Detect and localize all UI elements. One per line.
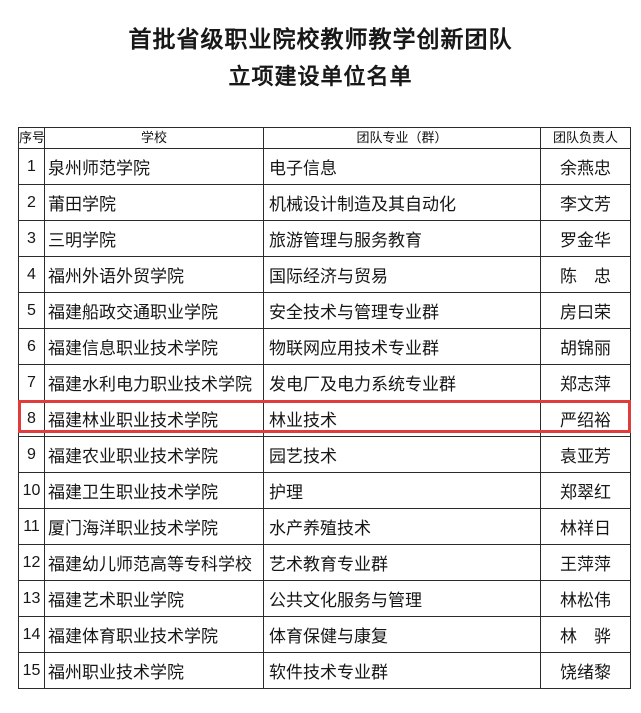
specialty-cell: 电子信息	[263, 148, 541, 185]
specialty-cell: 物联网应用技术专业群	[263, 328, 541, 365]
row-number-cell: 14	[18, 616, 45, 653]
row-number-cell: 1	[18, 148, 45, 185]
row-number-cell: 3	[18, 220, 45, 257]
leader-cell: 胡锦丽	[540, 328, 631, 365]
row-number-cell: 6	[18, 328, 45, 365]
table-row: 6 福建信息职业技术学院 物联网应用技术专业群 胡锦丽	[18, 328, 631, 365]
specialty-cell: 旅游管理与服务教育	[263, 220, 541, 257]
leader-cell: 郑志萍	[540, 364, 631, 401]
leader-cell: 罗金华	[540, 220, 631, 257]
specialty-cell: 软件技术专业群	[263, 652, 541, 689]
specialty-cell: 发电厂及电力系统专业群	[263, 364, 541, 401]
leader-cell: 林松伟	[540, 580, 631, 617]
leader-cell: 王萍萍	[540, 544, 631, 581]
row-number-cell: 12	[18, 544, 45, 581]
specialty-cell: 公共文化服务与管理	[263, 580, 541, 617]
leader-cell: 李文芳	[540, 184, 631, 221]
row-number-cell: 4	[18, 256, 45, 293]
document-title-line2: 立项建设单位名单	[228, 64, 413, 89]
leader-cell: 余燕忠	[540, 148, 631, 185]
table-row: 11 厦门海洋职业技术学院 水产养殖技术 林祥日	[18, 508, 631, 545]
table-row: 14 福建体育职业技术学院 体育保健与康复 林 骅	[18, 616, 631, 653]
leader-cell: 林 骅	[540, 616, 631, 653]
school-cell: 莆田学院	[44, 184, 264, 221]
table-header-row: 序号 学校 团队专业（群） 团队负责人	[18, 127, 631, 149]
specialty-cell: 水产养殖技术	[263, 508, 541, 545]
school-cell: 福州外语外贸学院	[44, 256, 264, 293]
specialty-cell: 艺术教育专业群	[263, 544, 541, 581]
leader-cell: 饶绪黎	[540, 652, 631, 689]
specialty-cell: 园艺技术	[263, 436, 541, 473]
header-team-leader: 团队负责人	[540, 127, 631, 149]
leader-cell: 陈 忠	[540, 256, 631, 293]
table-row: 9 福建农业职业技术学院 园艺技术 袁亚芳	[18, 436, 631, 473]
row-number-cell: 9	[18, 436, 45, 473]
row-number-cell: 5	[18, 292, 45, 329]
row-number-cell: 13	[18, 580, 45, 617]
teams-table: 序号 学校 团队专业（群） 团队负责人 1 泉州师范学院 电子信息 余燕忠 2 …	[18, 127, 631, 689]
school-cell: 福建水利电力职业技术学院	[44, 364, 264, 401]
row-number-cell: 2	[18, 184, 45, 221]
table-row: 4 福州外语外贸学院 国际经济与贸易 陈 忠	[18, 256, 631, 293]
school-cell: 福建船政交通职业学院	[44, 292, 264, 329]
specialty-cell: 林业技术	[263, 400, 541, 437]
table-row: 1 泉州师范学院 电子信息 余燕忠	[18, 148, 631, 185]
table-row: 3 三明学院 旅游管理与服务教育 罗金华	[18, 220, 631, 257]
row-number-cell: 8	[18, 400, 45, 437]
specialty-cell: 机械设计制造及其自动化	[263, 184, 541, 221]
school-cell: 福建体育职业技术学院	[44, 616, 264, 653]
school-cell: 福建幼儿师范高等专科学校	[44, 544, 264, 581]
school-cell: 福建卫生职业技术学院	[44, 472, 264, 509]
header-team-specialty: 团队专业（群）	[263, 127, 541, 149]
table-row: 10 福建卫生职业技术学院 护理 郑翠红	[18, 472, 631, 509]
row-number-cell: 7	[18, 364, 45, 401]
school-cell: 泉州师范学院	[44, 148, 264, 185]
row-number-cell: 10	[18, 472, 45, 509]
school-cell: 福建农业职业技术学院	[44, 436, 264, 473]
school-cell: 福建林业职业技术学院	[44, 400, 264, 437]
table-row: 15 福州职业技术学院 软件技术专业群 饶绪黎	[18, 652, 631, 689]
specialty-cell: 体育保健与康复	[263, 616, 541, 653]
header-seq-no: 序号	[18, 127, 45, 149]
school-cell: 福建艺术职业学院	[44, 580, 264, 617]
leader-cell: 房曰荣	[540, 292, 631, 329]
specialty-cell: 国际经济与贸易	[263, 256, 541, 293]
table-row-highlighted: 8 福建林业职业技术学院 林业技术 严绍裕	[18, 400, 631, 437]
leader-cell: 袁亚芳	[540, 436, 631, 473]
table-row: 12 福建幼儿师范高等专科学校 艺术教育专业群 王萍萍	[18, 544, 631, 581]
document-title-line1: 首批省级职业院校教师教学创新团队	[128, 26, 513, 52]
specialty-cell: 护理	[263, 472, 541, 509]
table-row: 7 福建水利电力职业技术学院 发电厂及电力系统专业群 郑志萍	[18, 364, 631, 401]
table-row: 13 福建艺术职业学院 公共文化服务与管理 林松伟	[18, 580, 631, 617]
school-cell: 三明学院	[44, 220, 264, 257]
row-number-cell: 11	[18, 508, 45, 545]
leader-cell: 严绍裕	[540, 400, 631, 437]
specialty-cell: 安全技术与管理专业群	[263, 292, 541, 329]
school-cell: 厦门海洋职业技术学院	[44, 508, 264, 545]
row-number-cell: 15	[18, 652, 45, 689]
school-cell: 福建信息职业技术学院	[44, 328, 264, 365]
header-school: 学校	[44, 127, 264, 149]
table-row: 5 福建船政交通职业学院 安全技术与管理专业群 房曰荣	[18, 292, 631, 329]
leader-cell: 郑翠红	[540, 472, 631, 509]
school-cell: 福州职业技术学院	[44, 652, 264, 689]
table-row: 2 莆田学院 机械设计制造及其自动化 李文芳	[18, 184, 631, 221]
leader-cell: 林祥日	[540, 508, 631, 545]
